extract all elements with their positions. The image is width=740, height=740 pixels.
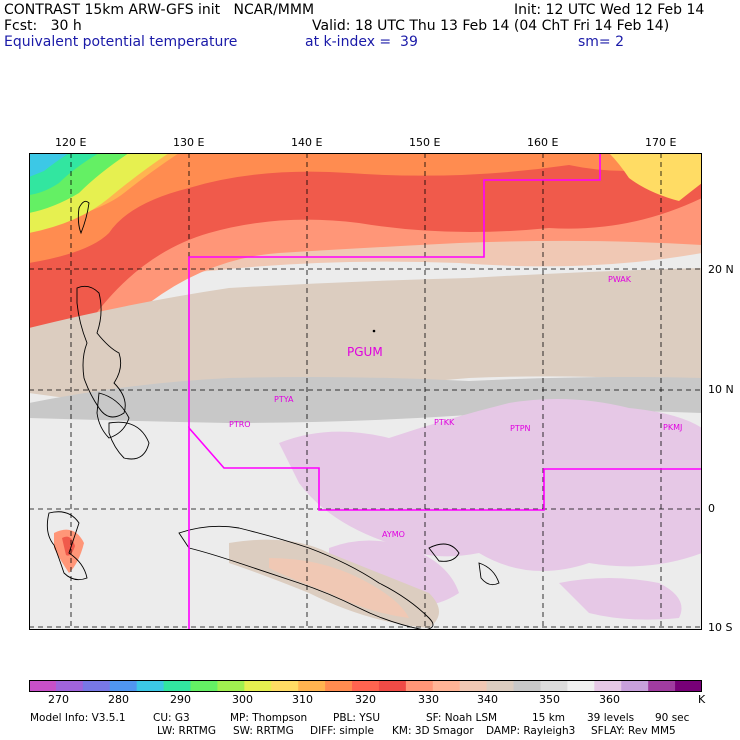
colorbar-label-340: 340 <box>477 693 498 706</box>
domain-boundary-south <box>188 425 702 630</box>
model-info-pbl: PBL: YSU <box>333 712 381 724</box>
colorbar-cell <box>378 680 407 692</box>
colorbar-cell <box>621 680 649 692</box>
lon-label-170e: 170 E <box>645 136 677 149</box>
colorbar-cell <box>405 680 434 692</box>
forecast-hour: Fcst: 30 h <box>4 18 82 34</box>
colorbar-cell <box>459 680 488 692</box>
model-info-mp: MP: Thompson <box>230 712 308 724</box>
colorbar-label-270: 270 <box>48 693 69 706</box>
valid-time: Valid: 18 UTC Thu 13 Feb 14 (04 ChT Fri … <box>312 18 670 34</box>
model-info-sflay: SFLAY: Rev MM5 <box>591 725 676 737</box>
colorbar-cell <box>648 680 676 692</box>
coast-new-guinea <box>178 525 434 630</box>
model-info-sf: SF: Noah LSM <box>426 712 498 724</box>
colorbar-cell <box>513 680 541 692</box>
colorbar-cell <box>432 680 461 692</box>
colorbar-cell <box>244 680 272 692</box>
colorbar-cell <box>109 680 138 692</box>
colorbar-cell <box>29 680 57 692</box>
field-name: Equivalent potential temperature <box>4 34 238 50</box>
colorbar-cell <box>352 680 380 692</box>
colorbar-label-280: 280 <box>108 693 129 706</box>
band-290 <box>29 153 69 177</box>
band-330 <box>29 153 702 343</box>
coast-visayas <box>96 392 130 439</box>
level-info: at k-index = 39 <box>305 34 418 50</box>
colorbar-label-300: 300 <box>232 693 253 706</box>
colorbar-label-330: 330 <box>418 693 439 706</box>
colorbar-cell <box>55 680 84 692</box>
band-365 <box>279 399 702 571</box>
station-label-ptpn: PTPN <box>510 424 531 433</box>
model-info-levels: 39 levels <box>587 712 635 724</box>
model-info-lw: LW: RRTMG <box>157 725 216 737</box>
model-info-resolution: 15 km <box>532 712 566 724</box>
theta-e-map: PGUM PWAK PTYA PTRO PTKK PTPN PKMJ AYMO <box>29 153 702 630</box>
colorbar-cell <box>486 680 515 692</box>
colorbar-cell <box>163 680 192 692</box>
station-label-pkmj: PKMJ <box>663 423 682 432</box>
lon-label-140e: 140 E <box>291 136 323 149</box>
lon-label-130e: 130 E <box>173 136 205 149</box>
colorbar-cell <box>540 680 568 692</box>
model-info-sw: SW: RRTMG <box>233 725 294 737</box>
station-dot-pgum <box>372 329 376 333</box>
lat-label-10n: 10 N <box>708 383 734 396</box>
colorbar-unit: K <box>698 693 706 706</box>
colorbar-cell <box>190 680 218 692</box>
lon-label-120e: 120 E <box>55 136 87 149</box>
coast-mindanao <box>108 421 150 460</box>
colorbar-frame <box>29 680 702 692</box>
lon-label-150e: 150 E <box>409 136 441 149</box>
model-info-diff: DIFF: simple <box>310 725 374 737</box>
station-label-pwak: PWAK <box>608 275 632 284</box>
coast-luzon <box>76 285 126 418</box>
colorbar <box>29 680 702 692</box>
lat-label-10s: 10 S <box>708 621 733 634</box>
colorbar-label-320: 320 <box>355 693 376 706</box>
colorbar-cell <box>567 680 595 692</box>
domain-boundary-north <box>188 153 601 428</box>
station-label-ptya: PTYA <box>274 395 294 404</box>
colorbar-cell <box>675 680 702 692</box>
lat-label-20n: 20 N <box>708 263 734 276</box>
colorbar-label-360: 360 <box>599 693 620 706</box>
model-info-km: KM: 3D Smagor <box>392 725 474 737</box>
band-325 <box>29 153 702 263</box>
coast-taiwan <box>77 200 90 235</box>
band-365-se <box>559 578 682 620</box>
lon-label-160e: 160 E <box>527 136 559 149</box>
init-time: Init: 12 UTC Wed 12 Feb 14 <box>514 2 705 18</box>
colorbar-cell <box>82 680 111 692</box>
model-info-version: Model Info: V3.5.1 <box>30 712 126 724</box>
coast-new-britain <box>428 543 460 562</box>
model-info-damp: DAMP: Rayleigh3 <box>486 725 576 737</box>
station-label-aymo: AYMO <box>382 530 405 539</box>
band-ne-warm <box>609 153 702 201</box>
model-info-timestep: 90 sec <box>655 712 690 724</box>
smoothing-info: sm= 2 <box>578 34 625 50</box>
coast-solomons <box>478 562 500 586</box>
station-label-ptro: PTRO <box>229 420 251 429</box>
colorbar-cell <box>217 680 245 692</box>
plot-title: CONTRAST 15km ARW-GFS init NCAR/MMM <box>4 2 315 18</box>
lat-label-equator: 0 <box>708 502 715 515</box>
colorbar-cell <box>271 680 299 692</box>
colorbar-cell <box>136 680 165 692</box>
station-label-ptkk: PTKK <box>434 418 455 427</box>
warm-core-sulawesi <box>62 536 75 556</box>
map-frame <box>29 153 702 630</box>
band-350 <box>29 268 702 405</box>
colorbar-cell <box>594 680 622 692</box>
band-png-ridge <box>269 558 409 618</box>
colorbar-cell <box>325 680 353 692</box>
colorbar-label-310: 310 <box>292 693 313 706</box>
colorbar-label-290: 290 <box>170 693 191 706</box>
model-info-cu: CU: G3 <box>153 712 190 724</box>
coast-sulawesi <box>46 511 88 581</box>
colorbar-label-350: 350 <box>539 693 560 706</box>
colorbar-cell <box>298 680 326 692</box>
station-label-pgum: PGUM <box>347 345 383 359</box>
